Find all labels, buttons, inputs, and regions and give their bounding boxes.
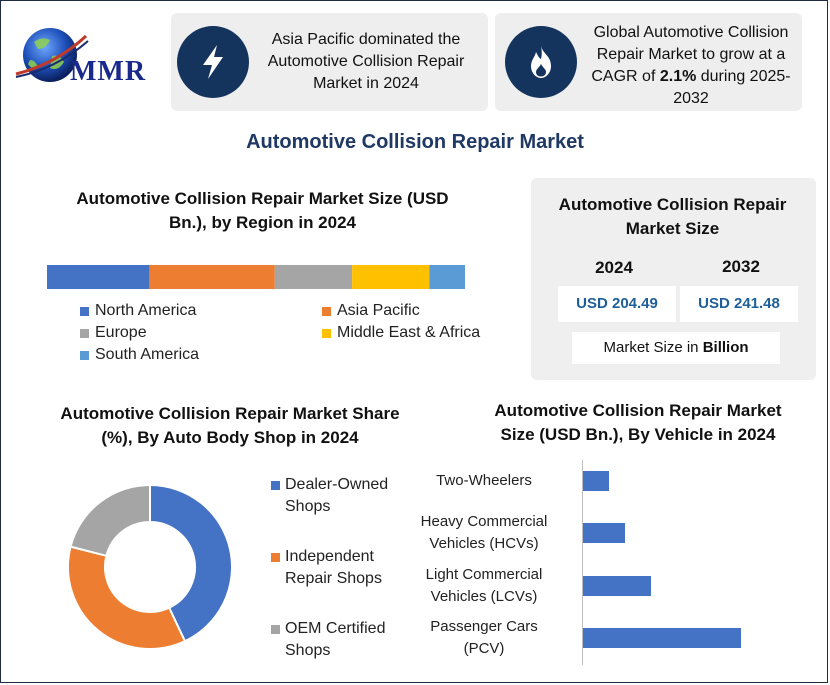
vehicle-label-line: (PCV) — [463, 640, 505, 657]
region-bar-segment-north-america — [47, 265, 150, 289]
legend-swatch — [271, 625, 280, 634]
unit-bold: Billion — [702, 339, 749, 356]
legend-label: North America — [95, 302, 197, 319]
legend-swatch — [271, 553, 280, 562]
logo-text: MMR — [70, 56, 147, 87]
region-bar-segment-middle-east-africa — [352, 265, 430, 289]
year-2024-label: 2024 — [595, 258, 633, 277]
region-bar-segment-asia-pacific — [149, 265, 275, 289]
value-2024: USD 204.49 — [558, 286, 676, 322]
year-2032-label: 2032 — [722, 257, 760, 276]
cagr-text-post: during 2025-2032 — [673, 68, 791, 107]
header-card-cagr-text: Global Automotive Collision Repair Marke… — [588, 22, 794, 110]
vehicle-label-line: Two-Wheelers — [436, 472, 532, 489]
region-legend-item-north-america: North America — [80, 302, 196, 320]
legend-swatch — [80, 328, 89, 338]
legend-swatch — [80, 350, 89, 360]
legend-swatch — [322, 328, 331, 338]
value-2032: USD 241.48 — [680, 286, 798, 322]
legend-label: OEM Certified Shops — [285, 620, 386, 659]
legend-swatch — [322, 306, 331, 316]
region-legend-item-south-america: South America — [80, 346, 199, 364]
vehicle-label-line: Passenger Cars — [430, 618, 538, 635]
vehicle-bar-passenger-cars-pcv — [583, 628, 741, 648]
legend-label: Asia Pacific — [337, 302, 420, 319]
region-bar-segment-south-america — [429, 265, 465, 289]
market-size-title: Automotive Collision Repair Market Size — [558, 195, 787, 238]
vehicle-bar-heavy-commercial-vehicles-hcvs — [583, 523, 625, 543]
cagr-value: 2.1% — [659, 68, 697, 85]
header-card-region-text: Asia Pacific dominated the Automotive Co… — [267, 31, 465, 92]
vehicle-bar-chart — [582, 460, 741, 665]
vehicle-chart-title: Automotive Collision Repair Market Size … — [494, 401, 782, 444]
shop-legend-item-independent-repair-shops: Independent Repair Shops — [271, 546, 401, 590]
vehicle-label-line: Heavy Commercial — [420, 513, 548, 530]
cagr-text-pre: Global Automotive Collision Repair Marke… — [591, 24, 789, 85]
unit-pre: Market Size in — [603, 339, 703, 356]
vehicle-bar-light-commercial-vehicles-lcvs — [583, 576, 651, 596]
legend-label: Dealer-Owned Shops — [285, 476, 389, 515]
vehicle-label-line: Light Commercial — [425, 566, 543, 583]
mmr-logo: MMR — [12, 22, 162, 92]
region-stacked-bar — [47, 265, 465, 289]
donut-slice-dealer-owned-shops — [149, 483, 233, 643]
shop-legend-item-oem-certified-shops: OEM Certified Shops — [271, 618, 401, 662]
donut-slice-oem-certified-shops — [69, 483, 151, 558]
shop-legend-item-dealer-owned-shops: Dealer-Owned Shops — [271, 474, 401, 518]
legend-label: Independent Repair Shops — [285, 548, 382, 587]
region-legend-item-europe: Europe — [80, 324, 147, 342]
vehicle-label-heavy-commercial-vehicles-hcvs: Heavy Commercial Vehicles (HCVs) — [400, 511, 568, 555]
legend-swatch — [271, 481, 280, 490]
region-legend-item-asia-pacific: Asia Pacific — [322, 302, 420, 320]
vehicle-bar-two-wheelers — [583, 471, 609, 491]
vehicle-label-line: Vehicles (HCVs) — [429, 535, 539, 552]
vehicle-label-light-commercial-vehicles-lcvs: Light Commercial Vehicles (LCVs) — [400, 564, 568, 608]
vehicle-label-two-wheelers: Two-Wheelers — [400, 470, 568, 492]
vehicle-label-passenger-cars-pcv: Passenger Cars (PCV) — [400, 616, 568, 660]
flame-icon — [505, 26, 577, 98]
region-chart-title: Automotive Collision Repair Market Size … — [76, 189, 449, 232]
vehicle-label-line: Vehicles (LCVs) — [430, 588, 538, 605]
shop-chart-title: Automotive Collision Repair Market Share… — [60, 404, 400, 447]
lightning-icon — [177, 26, 249, 98]
legend-swatch — [80, 306, 89, 316]
globe-icon — [15, 28, 89, 82]
market-size-unit: Market Size in Billion — [572, 332, 780, 364]
donut-slice-independent-repair-shops — [67, 545, 187, 650]
legend-label: Europe — [95, 324, 147, 341]
legend-label: South America — [95, 346, 200, 363]
region-bar-segment-europe — [274, 265, 353, 289]
main-title: Automotive Collision Repair Market — [246, 131, 584, 153]
legend-label: Middle East & Africa — [337, 324, 481, 341]
shop-donut-chart — [67, 483, 233, 650]
region-legend-item-middle-east-africa: Middle East & Africa — [322, 324, 480, 342]
